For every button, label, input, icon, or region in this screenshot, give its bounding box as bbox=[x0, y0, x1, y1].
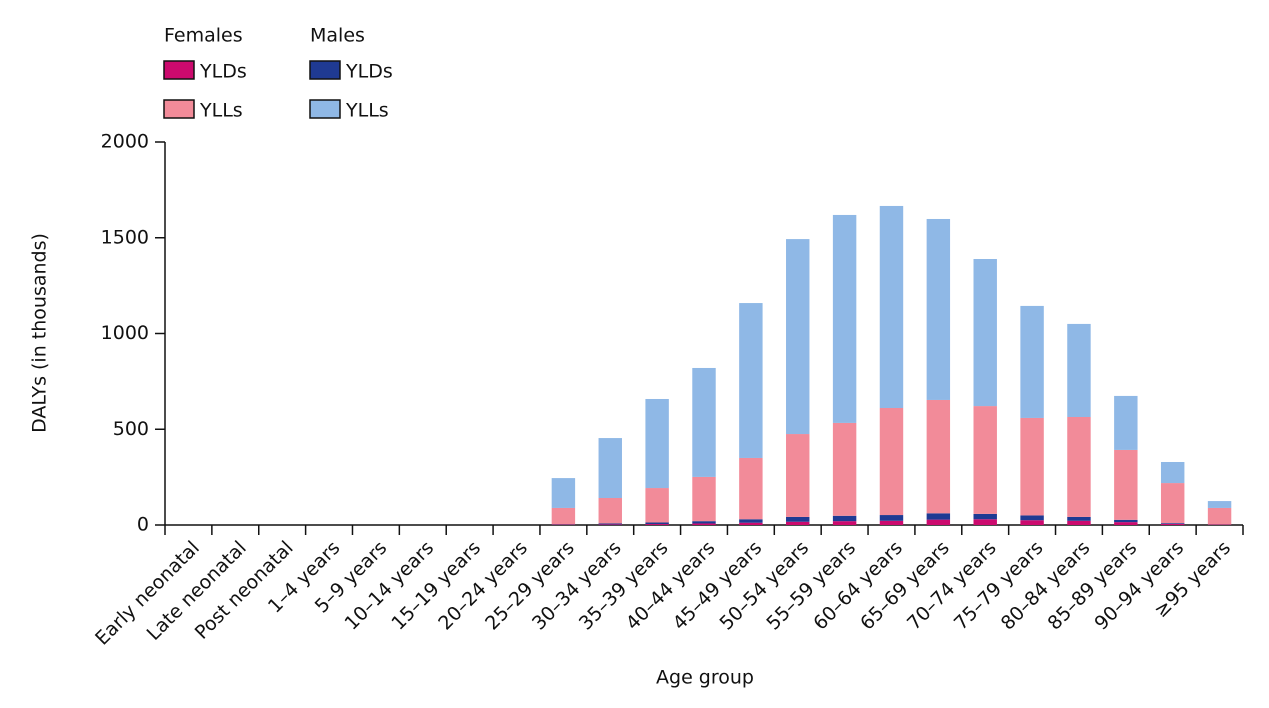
bar-segment bbox=[832, 521, 857, 525]
bar-segment bbox=[1020, 305, 1044, 418]
bar-segment bbox=[786, 239, 810, 435]
bar-segment bbox=[1067, 516, 1091, 521]
bar-segment bbox=[926, 513, 951, 520]
bar-segment bbox=[1114, 519, 1138, 523]
bar-segment bbox=[832, 214, 857, 423]
bar-segment bbox=[598, 524, 622, 525]
bar-segment bbox=[1207, 501, 1232, 508]
y-axis-label: DALYs (in thousands) bbox=[29, 233, 51, 433]
bar-segment bbox=[1114, 395, 1138, 450]
bar-segment bbox=[739, 522, 763, 525]
bar-segment bbox=[1020, 515, 1044, 521]
bar-segment bbox=[1020, 417, 1044, 516]
legend-label: YLDs bbox=[199, 61, 247, 83]
bar-segment bbox=[973, 406, 997, 514]
bar-segment bbox=[692, 367, 716, 477]
bar-segment bbox=[786, 434, 810, 517]
bar-segment bbox=[739, 303, 763, 458]
bar-segment bbox=[1067, 323, 1091, 417]
legend-swatch bbox=[309, 99, 341, 119]
bar-segment bbox=[598, 523, 622, 525]
bar-segment bbox=[879, 407, 904, 516]
bar-segment bbox=[692, 523, 716, 525]
bar-segment bbox=[832, 515, 857, 522]
bar-segment bbox=[1114, 449, 1138, 520]
legend-label: YLLs bbox=[199, 100, 243, 122]
y-tick-label: 1000 bbox=[101, 322, 149, 344]
bar-segment bbox=[645, 522, 669, 525]
bar-segment bbox=[786, 521, 810, 525]
bar-segment bbox=[551, 478, 576, 508]
bar-segment bbox=[645, 398, 669, 489]
legend-swatch bbox=[309, 60, 341, 80]
legend-group-title: Males bbox=[310, 25, 365, 47]
y-tick-label: 2000 bbox=[101, 131, 149, 153]
bar-segment bbox=[879, 205, 904, 408]
bar-segment bbox=[973, 259, 997, 407]
bar-segment bbox=[1160, 523, 1185, 524]
legend-swatch bbox=[163, 99, 195, 119]
bar-segment bbox=[1067, 520, 1091, 525]
bar-segment bbox=[598, 497, 622, 524]
x-axis-label: Age group bbox=[656, 667, 754, 689]
bar-segment bbox=[692, 521, 716, 524]
bar-segment bbox=[1114, 522, 1138, 525]
bar-segment bbox=[1160, 483, 1185, 524]
bar-segment bbox=[598, 438, 622, 498]
bar-segment bbox=[786, 516, 810, 522]
bar-segment bbox=[645, 488, 669, 523]
bar-segment bbox=[879, 520, 904, 525]
bar-segment bbox=[973, 513, 997, 520]
legend-label: YLDs bbox=[345, 61, 393, 83]
legend-group-title: Females bbox=[164, 25, 243, 47]
bar-segment bbox=[739, 519, 763, 523]
y-tick-label: 0 bbox=[137, 514, 149, 536]
bar-segment bbox=[832, 422, 857, 516]
bar-segment bbox=[1067, 416, 1091, 517]
bar-segment bbox=[926, 399, 951, 514]
bar-segment bbox=[645, 524, 669, 525]
bar-segment bbox=[692, 476, 716, 522]
bar-segment bbox=[551, 507, 576, 525]
bar-segment bbox=[926, 218, 951, 400]
y-tick-label: 1500 bbox=[101, 226, 149, 248]
bar-segment bbox=[1160, 461, 1185, 484]
legend-swatch bbox=[163, 60, 195, 80]
bar-segment bbox=[973, 519, 997, 525]
bar-segment bbox=[879, 515, 904, 521]
legend-label: YLLs bbox=[345, 100, 389, 122]
bar-segment bbox=[1160, 523, 1185, 525]
bar-segment bbox=[1207, 507, 1232, 525]
bar-segment bbox=[1020, 520, 1044, 525]
bar-segment bbox=[739, 457, 763, 520]
y-tick-label: 500 bbox=[113, 418, 149, 440]
bar-segment bbox=[926, 519, 951, 525]
